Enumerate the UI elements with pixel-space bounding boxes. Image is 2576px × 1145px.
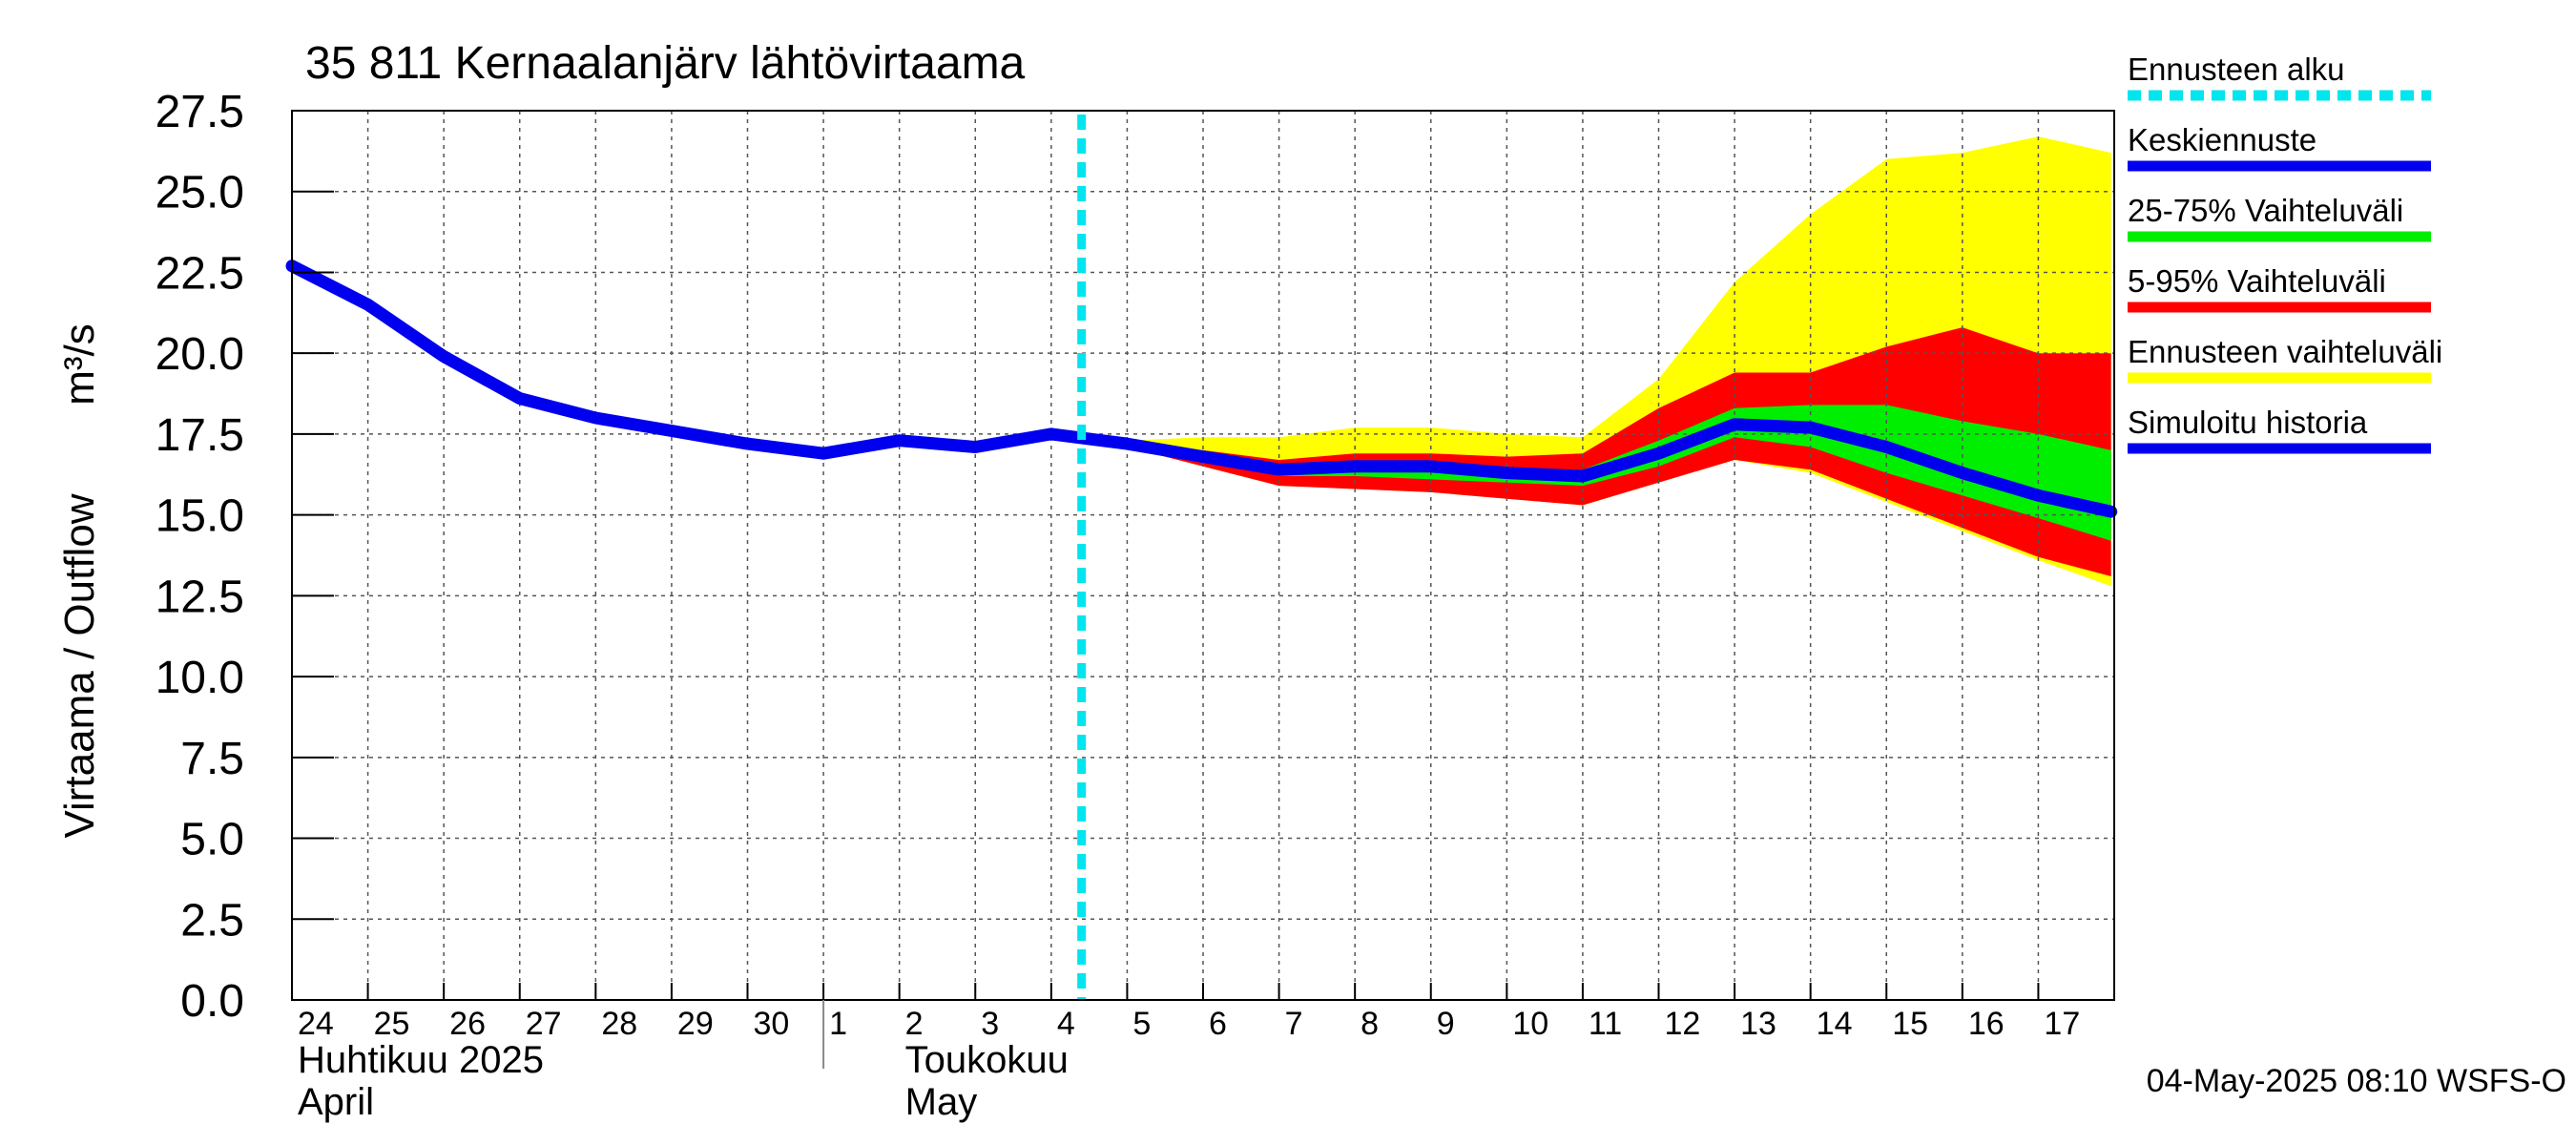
- x-tick-label: 12: [1665, 1006, 1701, 1042]
- y-axis: 0.0 2.5 5.0 7.5 10.0 12.5 15.0 17.5 20.0 22.5 25.0…: [156, 87, 334, 1027]
- y-tick-label: 12.5: [156, 572, 244, 622]
- grid: [292, 111, 2114, 1000]
- month-label-line2: May: [905, 1081, 978, 1123]
- y-tick-label: 2.5: [180, 895, 244, 946]
- x-tick-label: 14: [1817, 1006, 1853, 1042]
- x-tick-label: 5: [1132, 1006, 1151, 1042]
- y-tick-label: 17.5: [156, 410, 244, 461]
- series-lines: [285, 114, 2118, 1000]
- legend: Ennusteen alku Keskiennuste 25-75% Vaihtel…: [2128, 52, 2442, 454]
- x-tick-label: 6: [1209, 1006, 1227, 1042]
- month-label-line2: April: [298, 1081, 374, 1123]
- legend-label: 5-95% Vaihteluväli: [2128, 263, 2386, 299]
- y-tick-label: 20.0: [156, 329, 244, 380]
- x-tick-label: 15: [1892, 1006, 1928, 1042]
- x-tick-label: 30: [754, 1006, 790, 1042]
- y-tick-label: 5.0: [180, 815, 244, 865]
- band-5-95: [1050, 327, 2111, 576]
- x-tick-label: 4: [1057, 1006, 1075, 1042]
- x-tick-label: 29: [677, 1006, 714, 1042]
- legend-label: 25-75% Vaihteluväli: [2128, 193, 2403, 228]
- x-tick-label: 8: [1361, 1006, 1379, 1042]
- x-tick-label: 28: [601, 1006, 637, 1042]
- x-tick-label: 25: [374, 1006, 410, 1042]
- x-tick-label: 9: [1437, 1006, 1455, 1042]
- x-tick-label: 27: [526, 1006, 562, 1042]
- chart-title: 35 811 Kernaalanjärv lähtövirtaama: [305, 38, 1026, 89]
- y-tick-label: 10.0: [156, 653, 244, 703]
- y-tick-label: 25.0: [156, 168, 244, 219]
- x-tick-label: 13: [1740, 1006, 1776, 1042]
- x-tick-label: 7: [1285, 1006, 1303, 1042]
- footer-timestamp: 04-May-2025 08:10 WSFS-O: [2147, 1063, 2566, 1099]
- x-tick-label: 26: [449, 1006, 486, 1042]
- legend-label: Simuloitu historia: [2128, 405, 2368, 440]
- y-axis-unit: m³/s: [56, 323, 103, 406]
- forecast-bands: [1050, 136, 2111, 587]
- x-tick-label: 1: [829, 1006, 847, 1042]
- month-label-line1: Huhtikuu 2025: [298, 1039, 544, 1081]
- x-tick-label: 17: [2044, 1006, 2080, 1042]
- y-tick-label: 22.5: [156, 248, 244, 299]
- y-tick-label: 0.0: [180, 976, 244, 1027]
- x-tick-label: 24: [298, 1006, 334, 1042]
- x-tick-label: 2: [905, 1006, 924, 1042]
- x-tick-label: 11: [1589, 1006, 1622, 1042]
- y-tick-label: 7.5: [180, 734, 244, 784]
- x-tick-label: 16: [1968, 1006, 2005, 1042]
- series-simulated-history: [285, 260, 1058, 460]
- series-median-forecast: [1045, 418, 2118, 518]
- y-axis-label: Virtaama / Outflow: [56, 493, 103, 838]
- month-label-line1: Toukokuu: [905, 1039, 1069, 1081]
- legend-label: Keskiennuste: [2128, 122, 2316, 157]
- x-tick-label: 3: [981, 1006, 999, 1042]
- legend-label: Ennusteen vaihteluväli: [2128, 334, 2442, 369]
- x-tick-label: 10: [1512, 1006, 1548, 1042]
- y-tick-label: 27.5: [156, 87, 244, 137]
- legend-label: Ennusteen alku: [2128, 52, 2345, 87]
- x-axis: 24 25 26 27 28 29 30 1 2 3 4 5 6 7 8 9 10 11 12 13 14 15 16 17H…: [298, 983, 2080, 1123]
- y-tick-label: 15.0: [156, 491, 244, 542]
